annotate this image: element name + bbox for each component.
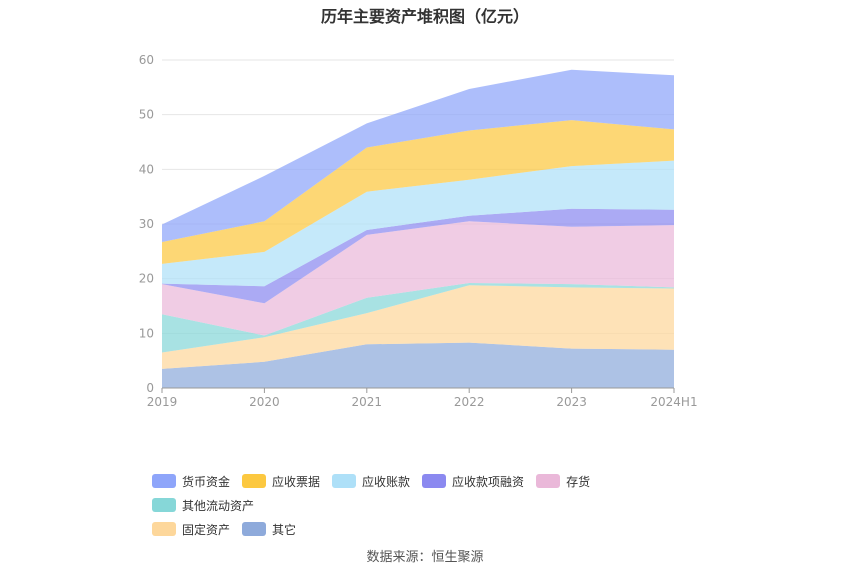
legend-item[interactable]: 货币资金 bbox=[152, 472, 230, 490]
legend-label: 应收账款 bbox=[362, 474, 411, 489]
legend-item[interactable]: 固定资产 bbox=[152, 520, 230, 538]
x-tick-label: 2022 bbox=[454, 395, 485, 409]
legend-label: 其他流动资产 bbox=[182, 498, 255, 513]
stacked-area-chart: 0 10 20 30 40 50 60 2019 2020 2021 2022 2023 2024H1 bbox=[139, 53, 698, 409]
x-tick-label: 2020 bbox=[249, 395, 280, 409]
x-tick-label: 2024H1 bbox=[650, 395, 697, 409]
source-note: 数据来源：恒生聚源 bbox=[366, 550, 484, 565]
area-series-7 bbox=[162, 69, 674, 242]
legend-label: 应收票据 bbox=[272, 474, 321, 489]
legend-item[interactable]: 应收票据 bbox=[242, 472, 320, 490]
legend-label: 其它 bbox=[272, 522, 297, 537]
y-tick-label: 40 bbox=[139, 162, 154, 176]
x-tick-label: 2021 bbox=[352, 395, 383, 409]
legend-item[interactable]: 应收账款 bbox=[332, 472, 410, 490]
y-tick-label: 50 bbox=[139, 108, 154, 122]
y-tick-label: 0 bbox=[146, 381, 154, 395]
legend-label: 货币资金 bbox=[182, 474, 231, 489]
legend-swatch bbox=[152, 522, 176, 536]
legend: 货币资金 应收票据 应收账款 应收款项融资 存货其他流动资产 固定资产 其它 bbox=[152, 472, 712, 544]
y-tick-label: 30 bbox=[139, 217, 154, 231]
legend-swatch bbox=[152, 498, 176, 512]
area-series-3 bbox=[162, 221, 674, 336]
area-series-6 bbox=[162, 120, 674, 264]
area-series-4 bbox=[162, 208, 674, 304]
legend-item[interactable]: 应收款项融资 bbox=[422, 472, 524, 490]
axes: 0 10 20 30 40 50 60 2019 2020 2021 2022 2023 2024H1 bbox=[139, 53, 698, 409]
legend-item[interactable]: 其它 bbox=[242, 520, 296, 538]
legend-item[interactable]: 其他流动资产 bbox=[152, 496, 254, 514]
x-tick-label: 2023 bbox=[556, 395, 587, 409]
legend-label: 存货 bbox=[566, 474, 591, 489]
y-tick-label: 60 bbox=[139, 53, 154, 67]
legend-swatch bbox=[152, 474, 176, 488]
legend-row: 货币资金 应收票据 应收账款 应收款项融资 存货其他流动资产 bbox=[152, 472, 712, 520]
y-tick-label: 10 bbox=[139, 326, 154, 340]
legend-swatch bbox=[536, 474, 561, 488]
legend-label: 应收款项融资 bbox=[452, 474, 525, 489]
y-tick-label: 20 bbox=[139, 272, 154, 286]
area-series bbox=[162, 69, 674, 388]
legend-swatch bbox=[332, 474, 357, 488]
legend-swatch bbox=[242, 474, 267, 488]
area-series-1 bbox=[162, 285, 674, 369]
legend-row: 固定资产 其它 bbox=[152, 520, 712, 544]
chart-title: 历年主要资产堆积图（亿元） bbox=[320, 7, 529, 26]
area-series-0 bbox=[162, 342, 674, 388]
legend-swatch bbox=[422, 474, 447, 488]
legend-swatch bbox=[242, 522, 267, 536]
area-series-2 bbox=[162, 283, 674, 353]
legend-label: 固定资产 bbox=[182, 522, 231, 537]
area-series-5 bbox=[162, 160, 674, 287]
x-tick-label: 2019 bbox=[147, 395, 178, 409]
legend-item[interactable]: 存货 bbox=[536, 472, 590, 490]
